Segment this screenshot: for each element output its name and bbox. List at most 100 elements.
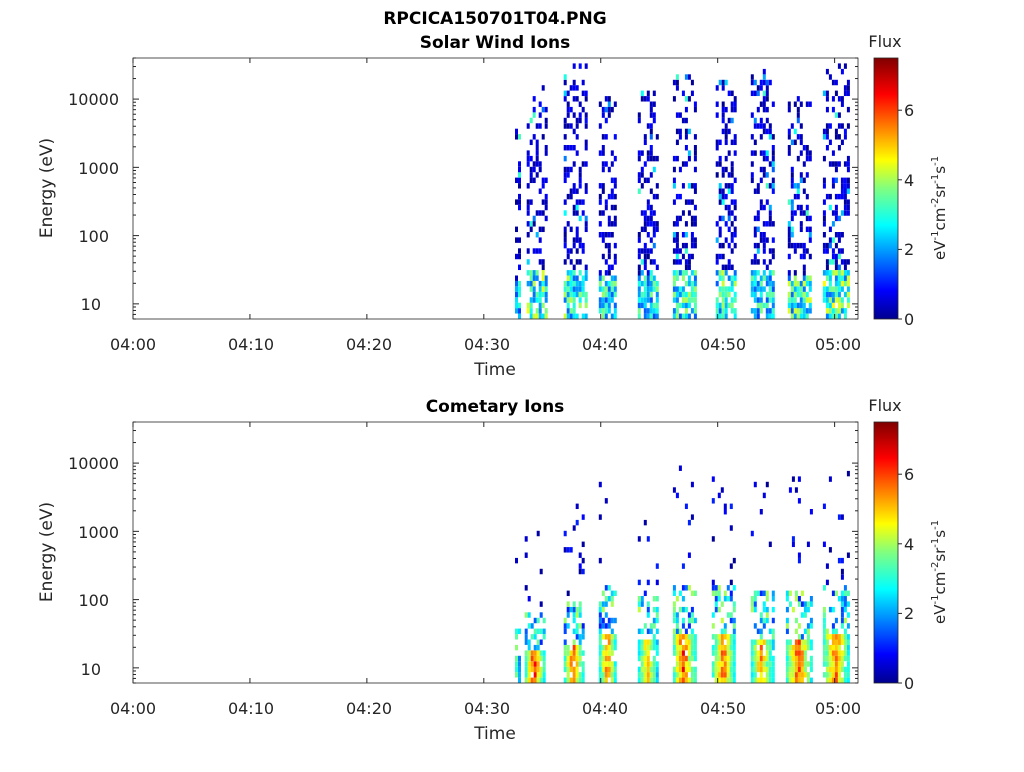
spectrogram-cell: [693, 106, 697, 113]
spectrogram-cell: [723, 650, 727, 656]
spectrogram-cell: [720, 487, 724, 493]
spectrogram-cell: [693, 270, 697, 276]
spectrogram-cell: [790, 226, 794, 233]
spectrogram-cell: [837, 193, 841, 200]
spectrogram-cell: [607, 270, 611, 276]
spectrogram-cell: [717, 639, 721, 645]
spectrogram-cell: [690, 628, 694, 635]
spectrogram-cell: [762, 150, 766, 156]
spectrogram-cell: [578, 259, 582, 265]
spectrogram-cell: [837, 248, 841, 254]
spectrogram-cell: [756, 650, 760, 656]
spectrogram-cell: [563, 661, 567, 667]
spectrogram-cell: [675, 666, 679, 673]
spectrogram-cell: [711, 579, 715, 586]
spectrogram-cell: [750, 134, 754, 140]
spectrogram-cell: [613, 666, 617, 673]
spectrogram-cell: [538, 291, 542, 298]
spectrogram-cell: [544, 106, 548, 113]
spectrogram-cell: [684, 199, 688, 205]
spectrogram-cell: [684, 96, 688, 102]
spectrogram-cell: [640, 183, 644, 189]
spectrogram-cell: [806, 628, 810, 635]
spectrogram-cell: [803, 639, 807, 645]
spectrogram-cell: [672, 313, 676, 320]
spectrogram-cell: [840, 655, 844, 662]
spectrogram-cell: [530, 650, 534, 656]
spectrogram-cell: [613, 215, 617, 222]
spectrogram-cell: [840, 568, 844, 575]
spectrogram-cell: [527, 672, 531, 678]
spectrogram-cell: [652, 286, 656, 292]
spectrogram-cell: [640, 297, 644, 303]
spectrogram-cell: [613, 308, 617, 314]
spectrogram-cell: [733, 199, 737, 205]
spectrogram-cell: [584, 215, 588, 222]
spectrogram-cell: [681, 117, 685, 124]
spectrogram-cell: [759, 123, 763, 129]
spectrogram-cell: [646, 628, 650, 635]
spectrogram-cell: [684, 117, 688, 124]
spectrogram-cell: [723, 661, 727, 667]
spectrogram-cell: [785, 677, 789, 684]
spectrogram-cell: [584, 90, 588, 97]
spectrogram-cell: [684, 655, 688, 662]
spectrogram-cell: [541, 134, 545, 140]
spectrogram-cell: [684, 628, 688, 635]
spectrogram-cell: [837, 270, 841, 276]
colorbar-title: Flux: [868, 396, 901, 415]
spectrogram-cell: [762, 601, 766, 607]
spectrogram-cell: [765, 128, 769, 135]
spectrogram-cell: [756, 655, 760, 662]
spectrogram-cell: [732, 672, 736, 678]
spectrogram-cell: [715, 112, 719, 118]
spectrogram-cell: [532, 280, 536, 287]
spectrogram-cell: [538, 210, 542, 216]
spectrogram-cell: [598, 601, 602, 607]
spectrogram-cell: [828, 139, 832, 146]
spectrogram-cell: [768, 183, 772, 189]
spectrogram-cell: [566, 193, 570, 200]
spectrogram-cell: [646, 601, 650, 607]
spectrogram-cell: [825, 68, 829, 75]
spectrogram-cell: [693, 634, 697, 640]
spectrogram-cell: [526, 150, 530, 156]
spectrogram-cell: [831, 655, 835, 662]
spectrogram-cell: [797, 557, 801, 564]
colorbar-tick-label: 0: [904, 674, 914, 693]
ytick-label: 100: [78, 227, 109, 246]
spectrogram-cell: [518, 183, 521, 189]
spectrogram-cell: [693, 204, 697, 211]
spectrogram-cell: [724, 237, 728, 243]
spectrogram-cell: [637, 237, 641, 243]
spectrogram-cell: [805, 172, 809, 178]
spectrogram-cell: [675, 79, 679, 86]
spectrogram-cell: [750, 275, 754, 281]
spectrogram-cell: [718, 139, 722, 146]
spectrogram-cell: [802, 286, 806, 292]
spectrogram-cell: [762, 96, 766, 102]
spectrogram-cell: [794, 666, 798, 673]
spectrogram-cell: [791, 661, 795, 667]
ytick-label: 1000: [78, 523, 119, 542]
spectrogram-cell: [825, 563, 829, 569]
spectrogram-cell: [675, 617, 679, 624]
spectrogram-cell: [649, 313, 653, 320]
panel-title-cometary: Cometary Ions: [426, 397, 565, 417]
spectrogram-cell: [753, 481, 757, 488]
spectrogram-cell: [572, 639, 576, 645]
spectrogram-cell: [607, 248, 611, 254]
spectrogram-cell: [802, 308, 806, 314]
spectrogram-cell: [796, 193, 800, 200]
spectrogram-cell: [834, 79, 838, 86]
spectrogram-cell: [822, 297, 826, 303]
spectrogram-cell: [607, 644, 611, 651]
spectrogram-cell: [805, 313, 809, 320]
spectrogram-cell: [613, 590, 617, 597]
spectrogram-cell: [771, 134, 775, 140]
spectrogram-cell: [637, 172, 641, 178]
spectrogram-cell: [834, 177, 838, 184]
spectrogram-cell: [535, 248, 539, 254]
spectrogram-cell: [715, 145, 719, 151]
spectrogram-cell: [787, 106, 791, 113]
